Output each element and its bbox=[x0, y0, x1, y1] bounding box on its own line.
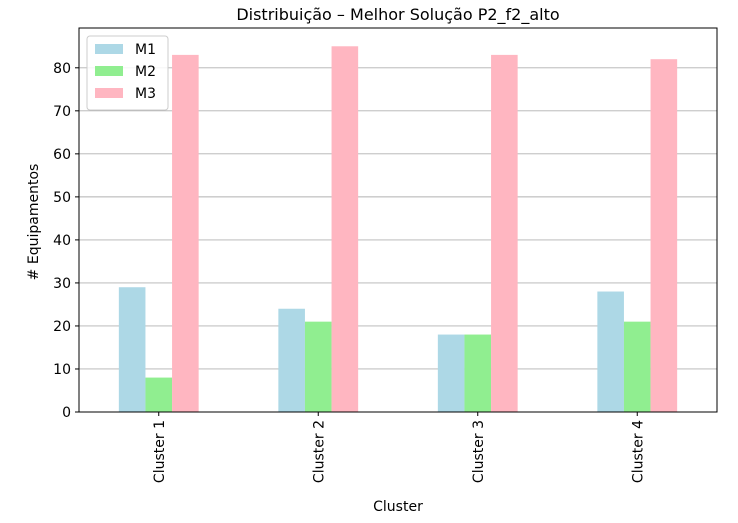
x-tick-label: Cluster 1 bbox=[152, 420, 168, 483]
y-tick-label: 40 bbox=[53, 233, 71, 249]
plot-frame bbox=[78, 27, 718, 413]
legend-swatch-m3 bbox=[95, 88, 123, 98]
x-tick-label: Cluster 3 bbox=[471, 420, 487, 483]
bar-m1-1 bbox=[118, 287, 146, 412]
legend-label-m2: M2 bbox=[135, 64, 156, 80]
legend-label-m3: M3 bbox=[135, 86, 156, 102]
y-tick-label: 70 bbox=[53, 104, 71, 120]
y-tick-label: 0 bbox=[62, 405, 71, 421]
bar-m2-4 bbox=[623, 321, 651, 412]
bar-m2-3 bbox=[464, 334, 492, 412]
bar-m1-4 bbox=[597, 291, 624, 412]
bar-m1-2 bbox=[278, 308, 305, 412]
bar-m2-2 bbox=[304, 321, 332, 412]
y-axis-label: # Equipamentos bbox=[26, 164, 42, 281]
x-ticks: Cluster 1 Cluster 2 Cluster 3 Cluster 4 bbox=[152, 412, 646, 483]
x-tick-label: Cluster 2 bbox=[311, 420, 327, 483]
y-tick-label: 20 bbox=[53, 319, 71, 335]
bar-m3-3 bbox=[491, 54, 518, 413]
axes bbox=[78, 27, 718, 413]
y-ticks: 0 10 20 30 40 50 60 70 80 bbox=[53, 61, 79, 421]
bars bbox=[118, 46, 678, 413]
y-tick-label: 80 bbox=[53, 61, 71, 77]
bar-m3-4 bbox=[650, 59, 678, 413]
y-tick-label: 50 bbox=[53, 190, 71, 206]
x-axis-label: Cluster bbox=[373, 499, 423, 515]
bar-m1-3 bbox=[437, 334, 465, 412]
y-tick-label: 60 bbox=[53, 147, 71, 163]
bar-m2-1 bbox=[145, 377, 173, 412]
x-tick-label: Cluster 4 bbox=[630, 420, 646, 483]
y-tick-label: 30 bbox=[53, 276, 71, 292]
legend-label-m1: M1 bbox=[135, 42, 156, 58]
legend: M1 M2 M3 bbox=[86, 35, 169, 111]
legend-swatch-m1 bbox=[95, 44, 123, 54]
legend-swatch-m2 bbox=[95, 66, 123, 76]
bar-m3-1 bbox=[172, 54, 199, 413]
bar-m3-2 bbox=[331, 46, 359, 413]
y-tick-label: 10 bbox=[53, 362, 71, 378]
chart-title: Distribuição – Melhor Solução P2_f2_alto bbox=[236, 5, 559, 25]
